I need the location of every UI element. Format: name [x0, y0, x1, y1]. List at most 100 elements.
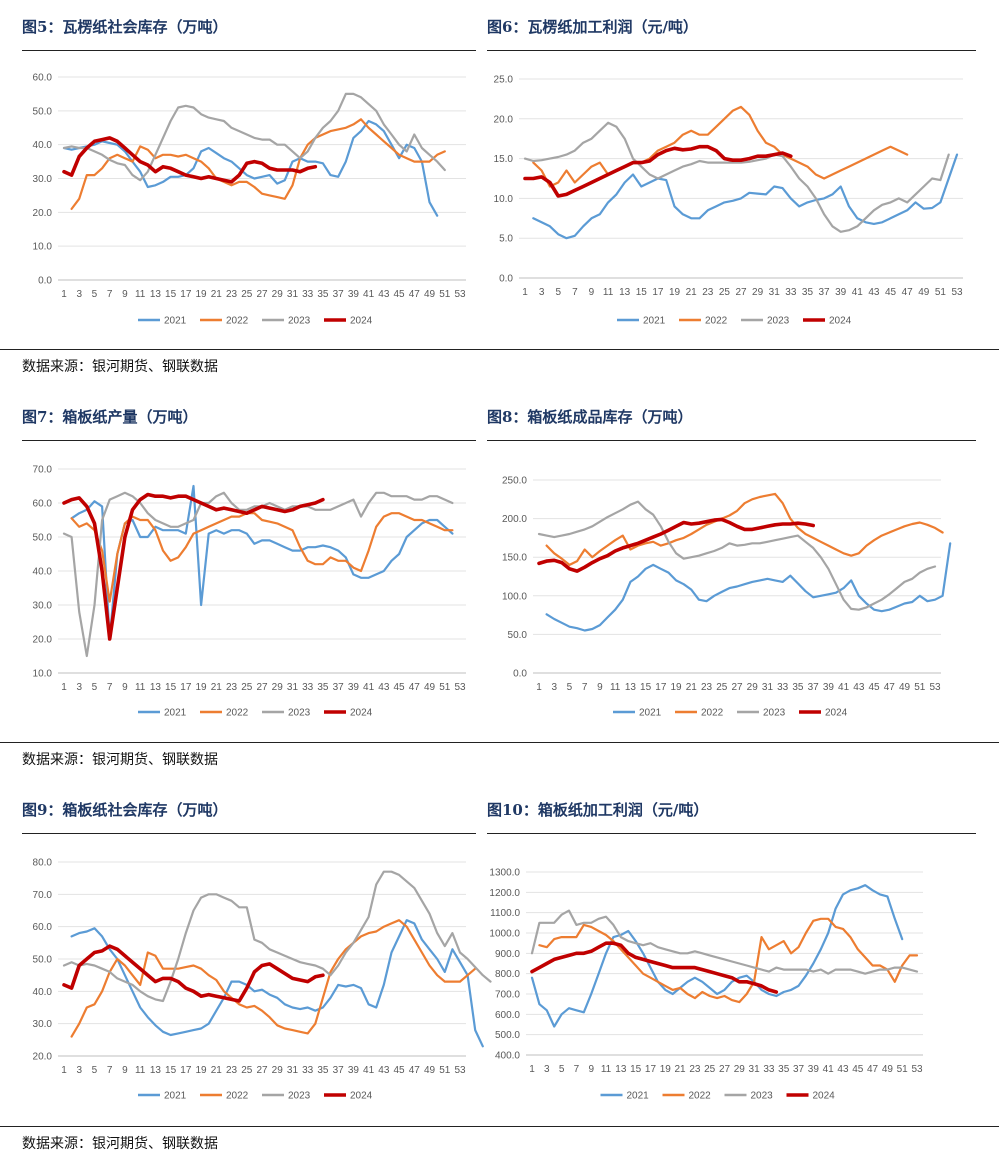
x-tick-label: 11	[135, 682, 146, 693]
series-line-2021	[530, 884, 904, 1028]
x-tick-label: 45	[394, 289, 406, 300]
series-line-2022	[545, 492, 944, 567]
title-rule	[487, 50, 976, 51]
x-tick-label: 29	[734, 1064, 746, 1075]
x-tick-label: 53	[454, 289, 466, 300]
x-tick-label: 41	[838, 682, 850, 693]
chart-title-6: 图6：瓦楞纸加工利润（元/吨）	[487, 18, 698, 36]
x-tick-label: 35	[778, 1064, 790, 1075]
x-tick-label: 23	[226, 289, 238, 300]
x-tick-label: 49	[899, 682, 911, 693]
x-tick-label: 47	[409, 1065, 421, 1076]
x-tick-label: 15	[636, 287, 648, 298]
x-tick-label: 17	[180, 682, 192, 693]
legend-label-2024: 2024	[825, 708, 848, 719]
series-line-2023	[530, 909, 919, 975]
x-tick-label: 31	[749, 1064, 761, 1075]
x-tick-label: 1	[522, 287, 528, 298]
x-tick-label: 11	[603, 287, 614, 298]
x-tick-label: 35	[317, 682, 329, 693]
x-tick-label: 17	[180, 289, 192, 300]
x-tick-label: 7	[572, 287, 578, 298]
y-tick-label: 50.0	[33, 106, 53, 117]
legend-label-2021: 2021	[643, 316, 666, 327]
x-tick-label: 7	[107, 289, 113, 300]
x-tick-label: 9	[122, 289, 128, 300]
x-tick-label: 5	[555, 287, 561, 298]
x-tick-label: 11	[610, 682, 621, 693]
x-tick-label: 51	[897, 1064, 909, 1075]
x-tick-label: 9	[597, 682, 603, 693]
x-tick-label: 7	[107, 1065, 113, 1076]
x-tick-label: 21	[675, 1064, 687, 1075]
legend-label-2023: 2023	[767, 316, 790, 327]
x-tick-label: 11	[601, 1064, 612, 1075]
y-tick-label: 20.0	[33, 1052, 53, 1063]
legend-label-2023: 2023	[288, 316, 311, 327]
y-tick-label: 50.0	[33, 955, 53, 966]
x-tick-label: 13	[150, 682, 162, 693]
x-tick-label: 13	[615, 1064, 627, 1075]
y-tick-label: 250.0	[502, 476, 527, 487]
y-tick-label: 600.0	[495, 1010, 520, 1021]
y-tick-label: 70.0	[33, 465, 53, 476]
x-tick-label: 21	[211, 289, 223, 300]
y-tick-label: 40.0	[33, 567, 53, 578]
x-tick-label: 47	[867, 1064, 879, 1075]
x-tick-label: 27	[256, 682, 268, 693]
series-line-2022	[70, 512, 454, 603]
x-tick-label: 33	[302, 289, 314, 300]
x-tick-label: 35	[317, 1065, 329, 1076]
x-tick-label: 15	[630, 1064, 642, 1075]
x-tick-label: 17	[645, 1064, 657, 1075]
y-tick-label: 25.0	[494, 75, 514, 86]
x-tick-label: 39	[348, 1065, 360, 1076]
x-tick-label: 17	[652, 287, 664, 298]
y-tick-label: 5.0	[499, 234, 513, 245]
x-tick-label: 13	[619, 287, 631, 298]
y-tick-label: 800.0	[495, 969, 520, 980]
series-line-2021	[70, 919, 484, 1048]
x-tick-label: 15	[640, 682, 652, 693]
x-tick-label: 21	[686, 682, 698, 693]
series-line-2022	[70, 919, 477, 1038]
x-tick-label: 27	[731, 682, 743, 693]
x-tick-label: 45	[885, 287, 897, 298]
x-tick-label: 39	[348, 289, 360, 300]
x-tick-label: 43	[378, 289, 390, 300]
x-tick-label: 17	[655, 682, 667, 693]
x-tick-label: 29	[272, 682, 284, 693]
chart-10-profit-containerboard: 400.0 500.0 600.0 700.0 800.0 900.0 1000.0 1100…	[489, 868, 923, 1102]
chart-6-profit-corrugated: 0.05.010.015.020.025.01 3 5 7 9 11 13 15 17 19 21 2…	[494, 75, 963, 327]
y-tick-label: 20.0	[33, 208, 53, 219]
y-tick-label: 30.0	[33, 174, 53, 185]
x-tick-label: 1	[529, 1064, 535, 1075]
legend-label-2024: 2024	[813, 1091, 836, 1102]
y-tick-label: 60.0	[33, 499, 53, 510]
x-tick-label: 11	[135, 1065, 146, 1076]
x-tick-label: 39	[808, 1064, 820, 1075]
section-rule	[0, 742, 999, 743]
y-tick-label: 10.0	[33, 242, 53, 253]
title-rule	[22, 440, 476, 441]
x-tick-label: 47	[902, 287, 914, 298]
legend-label-2021: 2021	[627, 1091, 650, 1102]
x-tick-label: 35	[317, 289, 329, 300]
x-tick-label: 43	[853, 682, 865, 693]
y-tick-label: 30.0	[33, 1019, 53, 1030]
x-tick-label: 39	[348, 682, 360, 693]
series-line-2021	[545, 542, 952, 632]
data-source: 数据来源：银河期货、钢联数据	[22, 752, 218, 768]
legend-label-2021: 2021	[164, 1091, 187, 1102]
x-tick-label: 5	[567, 682, 573, 693]
x-tick-label: 53	[929, 682, 941, 693]
data-source: 数据来源：银河期货、钢联数据	[22, 359, 218, 375]
x-tick-label: 31	[769, 287, 781, 298]
y-tick-label: 400.0	[495, 1051, 520, 1062]
x-tick-label: 25	[241, 289, 253, 300]
x-tick-label: 37	[333, 682, 345, 693]
x-tick-label: 33	[777, 682, 789, 693]
x-tick-label: 53	[951, 287, 963, 298]
x-tick-label: 19	[196, 289, 208, 300]
x-tick-label: 23	[701, 682, 713, 693]
